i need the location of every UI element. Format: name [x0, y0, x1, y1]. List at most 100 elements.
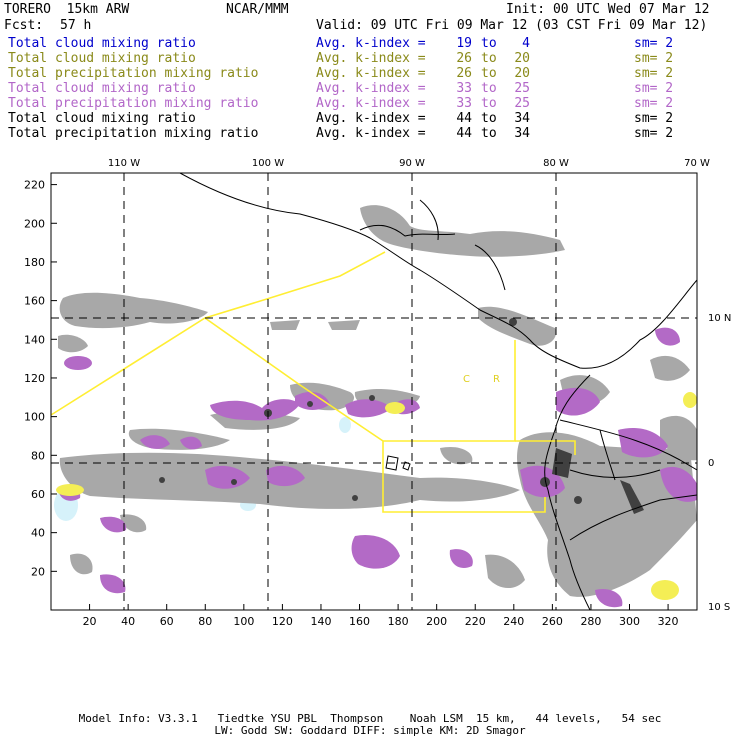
legend-to: to — [481, 126, 497, 141]
legend-smoothing: sm= 2 — [634, 111, 674, 126]
legend-row: Total precipitation mixing ratio Avg. k-i… — [8, 126, 728, 141]
legend-avg-label: Avg. k-index = — [316, 111, 426, 126]
axis-ticks: 20 40 60 80 100 120 140 160 180 200 220 240 260 280 30… — [24, 158, 731, 628]
legend-smoothing: sm= 2 — [634, 51, 674, 66]
legend-field-label: Total precipitation mixing ratio — [8, 66, 259, 81]
legend-avg-label: Avg. k-index = — [316, 66, 426, 81]
legend-k-high: 33 — [456, 96, 472, 111]
legend-field-label: Total cloud mixing ratio — [8, 51, 196, 66]
y-tick-label: 220 — [24, 179, 45, 192]
legend-avg-label: Avg. k-index = — [316, 36, 426, 51]
y-tick-label: 20 — [31, 565, 45, 578]
legend-to: to — [481, 66, 497, 81]
legend-k-high: 19 — [456, 36, 472, 51]
legend-smoothing: sm= 2 — [634, 126, 674, 141]
longitude-label: 70 W — [684, 158, 710, 169]
longitude-label: 110 W — [108, 158, 140, 169]
init-time: Init: 00 UTC Wed 07 Mar 12 — [506, 2, 710, 17]
y-tick-label: 200 — [24, 217, 45, 230]
latitude-label: 10 S — [708, 602, 730, 613]
forecast-hour: 57 h — [60, 18, 92, 33]
plot-frame — [50, 172, 698, 611]
x-tick-label: 320 — [658, 615, 679, 628]
legend-smoothing: sm= 2 — [634, 81, 674, 96]
legend-to: to — [481, 51, 497, 66]
legend-smoothing: sm= 2 — [634, 66, 674, 81]
x-tick-label: 140 — [310, 615, 331, 628]
country-label: R — [493, 374, 500, 385]
legend-row: Total precipitation mixing ratio Avg. k-i… — [8, 66, 728, 81]
legend-k-low: 20 — [514, 66, 530, 81]
legend-to: to — [481, 81, 497, 96]
legend-k-high: 44 — [456, 111, 472, 126]
legend-k-low: 34 — [514, 126, 530, 141]
model-name: TORERO 15km ARW — [4, 2, 130, 17]
legend-k-low: 34 — [514, 111, 530, 126]
legend-avg-label: Avg. k-index = — [316, 81, 426, 96]
latitude-label: 10 N — [708, 313, 731, 324]
y-tick-label: 40 — [31, 527, 45, 540]
x-tick-label: 160 — [349, 615, 370, 628]
legend-row: Total cloud mixing ratio Avg. k-index = 44… — [8, 111, 728, 126]
y-tick-label: 160 — [24, 295, 45, 308]
y-tick-label: 60 — [31, 488, 45, 501]
legend-smoothing: sm= 2 — [634, 96, 674, 111]
x-tick-label: 40 — [121, 615, 135, 628]
legend-k-high: 26 — [456, 51, 472, 66]
legend-field-label: Total cloud mixing ratio — [8, 81, 196, 96]
latitude-label: 0 — [708, 458, 714, 469]
legend-to: to — [481, 36, 497, 51]
forecast-label: Fcst: — [4, 18, 44, 33]
legend-row: Total cloud mixing ratio Avg. k-index = 19… — [8, 36, 728, 51]
x-tick-label: 260 — [542, 615, 563, 628]
longitude-label: 90 W — [399, 158, 425, 169]
x-tick-label: 60 — [160, 615, 174, 628]
legend-field-label: Total cloud mixing ratio — [8, 36, 196, 51]
legend-to: to — [481, 96, 497, 111]
y-tick-label: 100 — [24, 411, 45, 424]
center-name: NCAR/MMM — [226, 2, 289, 17]
legend-k-low: 25 — [514, 96, 530, 111]
x-tick-label: 180 — [388, 615, 409, 628]
legend-to: to — [481, 111, 497, 126]
x-tick-label: 80 — [198, 615, 212, 628]
x-tick-label: 300 — [619, 615, 640, 628]
model-info-line1: Model Info: V3.3.1 Tiedtke YSU PBL Thomp… — [78, 712, 662, 725]
legend-row: Total cloud mixing ratio Avg. k-index = 26… — [8, 51, 728, 66]
legend-k-high: 33 — [456, 81, 472, 96]
legend-field-label: Total cloud mixing ratio — [8, 111, 196, 126]
x-tick-label: 220 — [465, 615, 486, 628]
coastlines — [179, 173, 697, 610]
y-tick-label: 140 — [24, 333, 45, 346]
x-tick-label: 200 — [426, 615, 447, 628]
x-tick-label: 120 — [272, 615, 293, 628]
x-tick-label: 20 — [83, 615, 97, 628]
x-tick-label: 100 — [233, 615, 254, 628]
longitude-label: 100 W — [252, 158, 284, 169]
domain-boundaries — [50, 251, 576, 513]
country-label: C — [463, 374, 470, 385]
y-tick-label: 180 — [24, 256, 45, 269]
legend-field-label: Total precipitation mixing ratio — [8, 96, 259, 111]
latlon-grid — [51, 173, 697, 610]
legend-row: Total cloud mixing ratio Avg. k-index = 33… — [8, 81, 728, 96]
valid-time: Valid: 09 UTC Fri 09 Mar 12 (03 CST Fri … — [316, 18, 708, 33]
longitude-label: 80 W — [543, 158, 569, 169]
legend-k-low: 4 — [522, 36, 530, 51]
legend-avg-label: Avg. k-index = — [316, 51, 426, 66]
x-tick-label: 240 — [503, 615, 524, 628]
forecast-map: 20 40 60 80 100 120 140 160 180 200 220 240 260 280 30… — [24, 158, 731, 628]
legend-k-high: 44 — [456, 126, 472, 141]
legend-avg-label: Avg. k-index = — [316, 126, 426, 141]
legend-row: Total precipitation mixing ratio Avg. k-i… — [8, 96, 728, 111]
legend-avg-label: Avg. k-index = — [316, 96, 426, 111]
field-layer — [54, 205, 697, 608]
legend-field-label: Total precipitation mixing ratio — [8, 126, 259, 141]
legend-k-high: 26 — [456, 66, 472, 81]
legend-k-low: 25 — [514, 81, 530, 96]
y-tick-label: 120 — [24, 372, 45, 385]
model-info-line2: LW: Godd SW: Goddard DIFF: simple KM: 2D… — [214, 724, 526, 737]
x-tick-label: 280 — [580, 615, 601, 628]
legend-smoothing: sm= 2 — [634, 36, 674, 51]
legend-k-low: 20 — [514, 51, 530, 66]
